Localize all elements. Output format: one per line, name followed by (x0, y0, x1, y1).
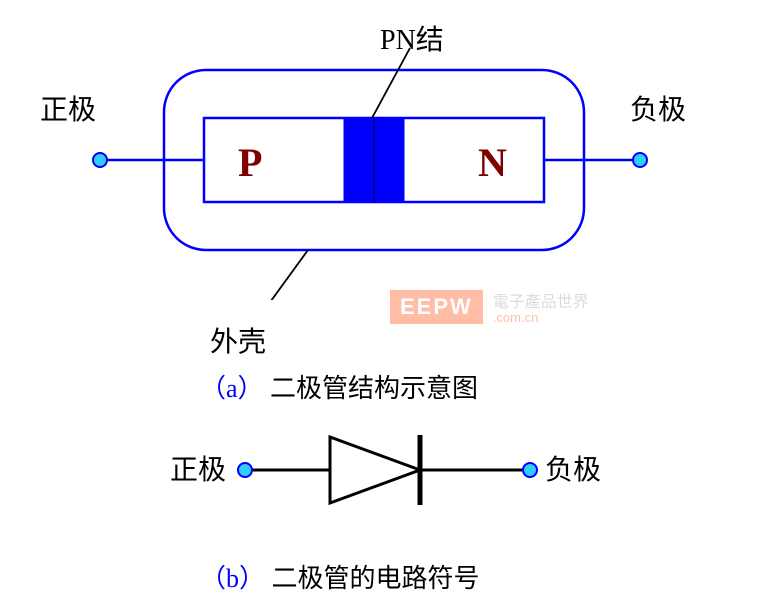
pointer-pn (372, 48, 410, 118)
terminal-cathode (633, 153, 647, 167)
n-letter: N (478, 140, 507, 185)
caption-a-prefix: （a） (200, 374, 264, 403)
p-letter: P (238, 140, 262, 185)
caption-b: （b） 二极管的电路符号 (200, 558, 480, 595)
caption-b-text: 二极管的电路符号 (265, 564, 480, 593)
symbol-terminal-cathode (523, 463, 537, 477)
symbol-terminal-anode (238, 463, 252, 477)
terminal-anode (93, 153, 107, 167)
shell-label: 外壳 (210, 320, 266, 360)
anode-label-a: 正极 (40, 88, 96, 128)
watermark-url: .com.cn (493, 310, 539, 325)
caption-b-prefix: （b） (200, 564, 265, 593)
diode-symbol-svg (0, 410, 759, 530)
pointer-shell (260, 250, 308, 300)
cathode-label-b: 负极 (545, 448, 601, 488)
caption-a-text: 二极管结构示意图 (264, 374, 479, 403)
symbol-triangle (330, 437, 420, 503)
caption-a: （a） 二极管结构示意图 (200, 368, 478, 405)
anode-label-b: 正极 (170, 448, 226, 488)
cathode-label-a: 负极 (630, 88, 686, 128)
pn-junction-label: PN结 (380, 18, 444, 58)
